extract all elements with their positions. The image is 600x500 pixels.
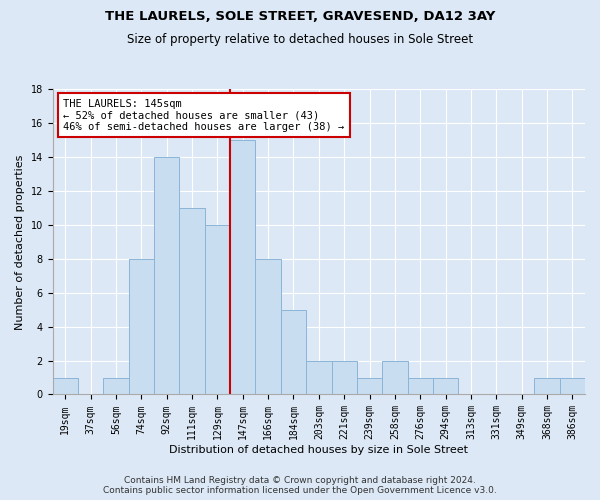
Bar [281, 310, 306, 394]
Bar [382, 360, 407, 394]
Bar [332, 360, 357, 394]
Bar [256, 259, 281, 394]
Bar [306, 360, 332, 394]
Bar [433, 378, 458, 394]
Text: THE LAURELS, SOLE STREET, GRAVESEND, DA12 3AY: THE LAURELS, SOLE STREET, GRAVESEND, DA1… [105, 10, 495, 23]
Bar [230, 140, 256, 394]
X-axis label: Distribution of detached houses by size in Sole Street: Distribution of detached houses by size … [169, 445, 469, 455]
Text: Contains HM Land Registry data © Crown copyright and database right 2024.
Contai: Contains HM Land Registry data © Crown c… [103, 476, 497, 495]
Bar [129, 259, 154, 394]
Text: THE LAURELS: 145sqm
← 52% of detached houses are smaller (43)
46% of semi-detach: THE LAURELS: 145sqm ← 52% of detached ho… [63, 98, 344, 132]
Bar [154, 158, 179, 394]
Text: Size of property relative to detached houses in Sole Street: Size of property relative to detached ho… [127, 32, 473, 46]
Bar [179, 208, 205, 394]
Bar [407, 378, 433, 394]
Bar [205, 225, 230, 394]
Bar [560, 378, 585, 394]
Bar [357, 378, 382, 394]
Y-axis label: Number of detached properties: Number of detached properties [15, 154, 25, 330]
Bar [103, 378, 129, 394]
Bar [535, 378, 560, 394]
Bar [53, 378, 78, 394]
